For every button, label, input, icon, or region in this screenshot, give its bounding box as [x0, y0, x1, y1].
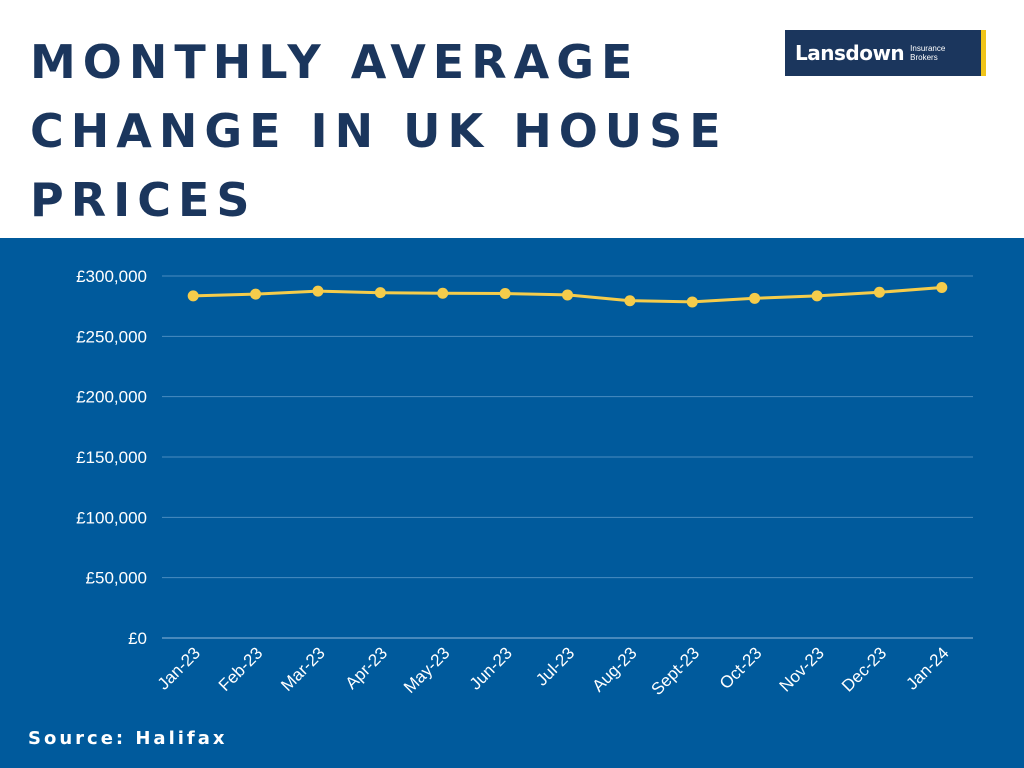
x-tick-label: Nov-23: [776, 643, 828, 695]
logo-accent-bar: [981, 30, 986, 76]
data-point: [749, 292, 761, 304]
y-tick-label: £0: [128, 629, 147, 648]
data-point: [499, 287, 511, 299]
header: MONTHLY AVERAGE CHANGE IN UK HOUSE PRICE…: [0, 0, 1024, 238]
y-tick-label: £300,000: [76, 267, 147, 286]
data-point: [624, 295, 636, 307]
y-tick-label: £200,000: [76, 388, 147, 407]
data-point: [936, 281, 948, 293]
x-tick-label: Oct-23: [716, 643, 766, 693]
x-tick-label: Feb-23: [215, 643, 267, 695]
data-point: [374, 287, 386, 299]
data-point: [562, 289, 573, 301]
data-point: [873, 286, 885, 298]
data-point: [686, 296, 698, 308]
logo-tagline: Insurance Brokers: [910, 44, 945, 62]
x-tick-label: Aug-23: [589, 643, 641, 695]
data-point: [187, 290, 199, 302]
x-tick-label: May-23: [400, 643, 454, 697]
x-tick-label: Jun-23: [466, 643, 516, 693]
x-tick-label: Dec-23: [838, 643, 890, 695]
gridlines: [162, 275, 973, 639]
x-tick-label: Apr-23: [342, 643, 392, 693]
logo-tagline-line2: Brokers: [910, 53, 938, 62]
logo-wordmark: Lansdown: [795, 41, 905, 65]
series-layer: [187, 281, 948, 308]
y-tick-label: £150,000: [76, 448, 147, 467]
page-title: MONTHLY AVERAGE CHANGE IN UK HOUSE PRICE…: [30, 35, 728, 227]
lansdown-logo: Lansdown Insurance Brokers: [785, 30, 986, 76]
x-tick-label: Jul-23: [532, 643, 578, 689]
data-point: [811, 290, 823, 302]
y-axis-ticks: £0 £50,000 £100,000 £150,000 £200,000 £250,00…: [76, 267, 147, 648]
x-tick-label: Sept-23: [648, 643, 704, 699]
data-point: [312, 285, 324, 297]
x-tick-label: Mar-23: [277, 643, 329, 695]
source-note: Source: Halifax: [28, 728, 228, 749]
chart-panel: £0 £50,000 £100,000 £150,000 £200,000 £250,00…: [0, 238, 1024, 768]
x-tick-label: Jan-23: [154, 643, 204, 693]
logo-tagline-line1: Insurance: [910, 44, 946, 53]
x-tick-label: Jan-24: [902, 643, 952, 693]
data-point: [437, 287, 449, 299]
x-axis-ticks: Jan-23 Feb-23 Mar-23 Apr-23 May-23 Jun-23 Jul-…: [154, 643, 953, 699]
data-point: [250, 288, 262, 300]
y-tick-label: £250,000: [76, 327, 147, 346]
y-tick-label: £50,000: [86, 569, 147, 588]
line-chart: £0 £50,000 £100,000 £150,000 £200,000 £250,00…: [76, 267, 973, 699]
y-tick-label: £100,000: [76, 508, 147, 527]
